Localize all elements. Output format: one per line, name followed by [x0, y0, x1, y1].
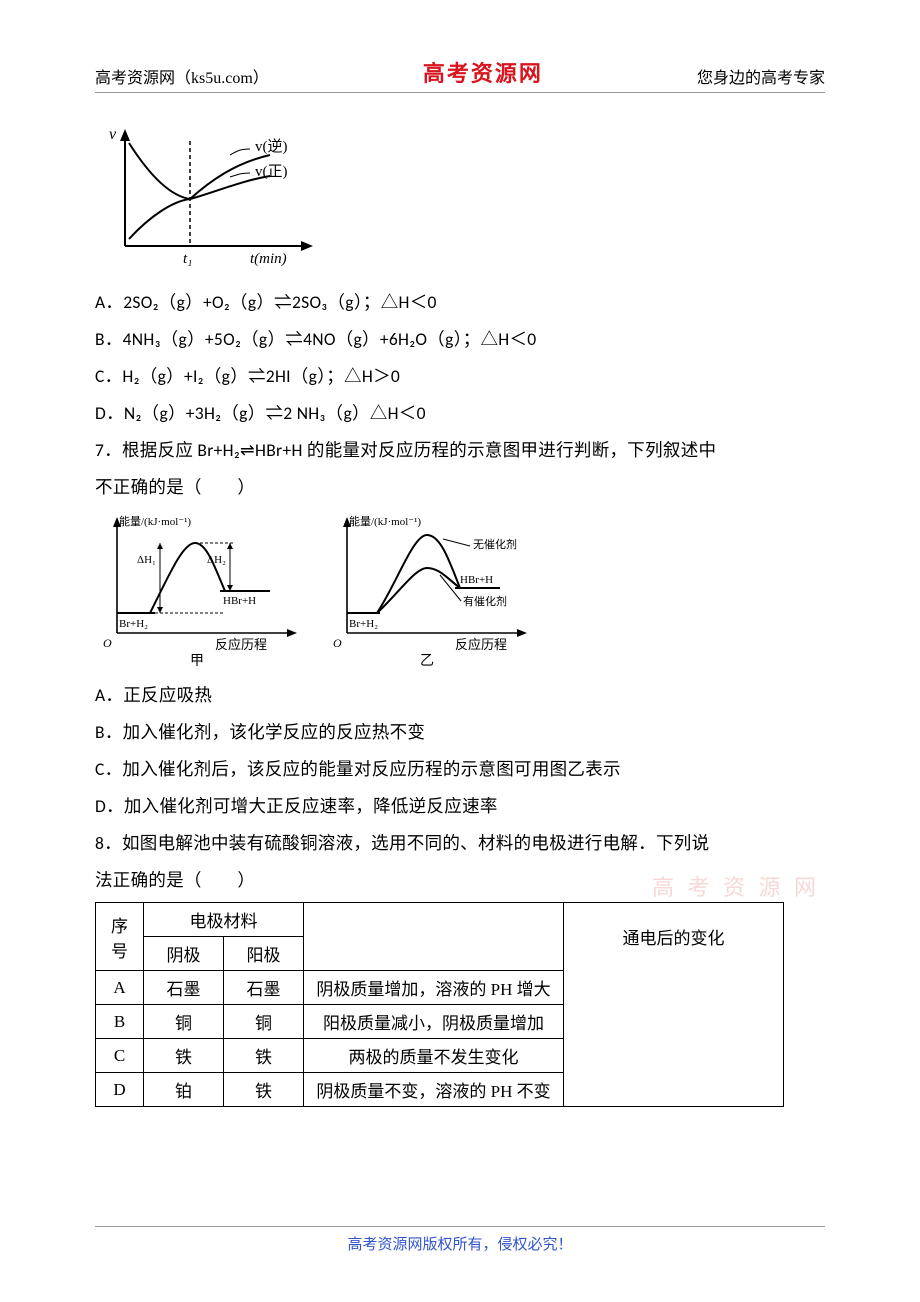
energy-diagrams: 能量/(kJ·mol⁻¹) Br+H₂ HBr+H ΔH₁ ΔH₂ O 反应历程…	[95, 513, 825, 668]
svg-text:O: O	[103, 636, 112, 650]
q6-option-a: A．2SO₂（g）+O₂（g）⇌2SO₃（g）；△H＜0	[95, 285, 825, 320]
q7-option-a: A．正反应吸热	[95, 678, 825, 713]
q7-option-d: D．加入催化剂可增大正反应速率，降低逆反应速率	[95, 789, 825, 824]
header-center: 高考资源网	[423, 56, 543, 88]
t1-tick: t₁	[183, 251, 192, 267]
svg-text:无催化剂: 无催化剂	[473, 537, 517, 551]
svg-text:能量/(kJ·mol⁻¹): 能量/(kJ·mol⁻¹)	[349, 514, 421, 528]
svg-text:O: O	[333, 636, 342, 650]
curve-reverse-label: v(逆)	[255, 138, 288, 155]
q6-option-d: D．N₂（g）+3H₂（g）⇌2 NH₃（g）△H＜0	[95, 396, 825, 431]
header-right: 您身边的高考专家	[697, 64, 825, 88]
q7-option-b: B．加入催化剂，该化学反应的反应热不变	[95, 715, 825, 750]
q8-stem-2: 法正确的是（ ）	[95, 863, 825, 898]
svg-text:能量/(kJ·mol⁻¹): 能量/(kJ·mol⁻¹)	[119, 514, 191, 528]
energy-diagram-right: 能量/(kJ·mol⁻¹) Br+H₂ HBr+H 无催化剂 有催化剂 O 反应…	[325, 513, 545, 668]
table-row: A 石墨 石墨 阴极质量增加，溶液的 PH 增大	[96, 971, 784, 1005]
page-footer: 高考资源网版权所有，侵权必究！	[95, 1226, 825, 1254]
svg-text:有催化剂: 有催化剂	[463, 594, 507, 608]
q8-stem-1: 8．如图电解池中装有硫酸铜溶液，选用不同的、材料的电极进行电解．下列说	[95, 826, 825, 861]
x-axis-label: t(min)	[250, 251, 287, 267]
svg-text:甲: 甲	[190, 654, 204, 668]
svg-text:乙: 乙	[420, 653, 434, 668]
electrolysis-table: 序号 电极材料 通电后的变化 阴极 阳极 A 石墨 石墨 阴极质量增加，溶液的 …	[95, 902, 784, 1107]
q6-option-b: B．4NH₃（g）+5O₂（g）⇌4NO（g）+6H₂O（g）；△H＜0	[95, 322, 825, 357]
svg-text:Br+H₂: Br+H₂	[119, 618, 148, 630]
q7-stem-1: 7．根据反应 Br+H₂⇌HBr+H 的能量对反应历程的示意图甲进行判断，下列叙…	[95, 433, 825, 468]
svg-text:HBr+H: HBr+H	[460, 574, 493, 586]
curve-forward-label: v(正)	[255, 164, 288, 180]
svg-text:ΔH₁: ΔH₁	[137, 554, 156, 566]
header-left: 高考资源网（ks5u.com）	[95, 64, 269, 88]
svg-text:反应历程: 反应历程	[455, 637, 507, 652]
svg-text:反应历程: 反应历程	[215, 637, 267, 652]
q7-stem-2: 不正确的是（ ）	[95, 470, 825, 505]
q6-option-c: C．H₂（g）+I₂（g）⇌2HI（g）；△H＞0	[95, 359, 825, 394]
page-header: 高考资源网（ks5u.com） 高考资源网 您身边的高考专家	[95, 56, 825, 93]
y-axis-label: v	[109, 126, 117, 143]
energy-diagram-left: 能量/(kJ·mol⁻¹) Br+H₂ HBr+H ΔH₁ ΔH₂ O 反应历程…	[95, 513, 305, 668]
table-row: B 铜 铜 阳极质量减小，阴极质量增加	[96, 1005, 784, 1039]
table-row: C 铁 铁 两极的质量不发生变化	[96, 1039, 784, 1073]
q7-option-c: C．加入催化剂后，该反应的能量对反应历程的示意图可用图乙表示	[95, 752, 825, 787]
rate-time-graph: v t₁ t(min) v(逆) v(正)	[95, 121, 825, 271]
svg-text:HBr+H: HBr+H	[223, 595, 256, 607]
svg-text:Br+H₂: Br+H₂	[349, 618, 378, 630]
table-row: D 铂 铁 阴极质量不变，溶液的 PH 不变	[96, 1073, 784, 1107]
svg-text:ΔH₂: ΔH₂	[207, 554, 226, 566]
